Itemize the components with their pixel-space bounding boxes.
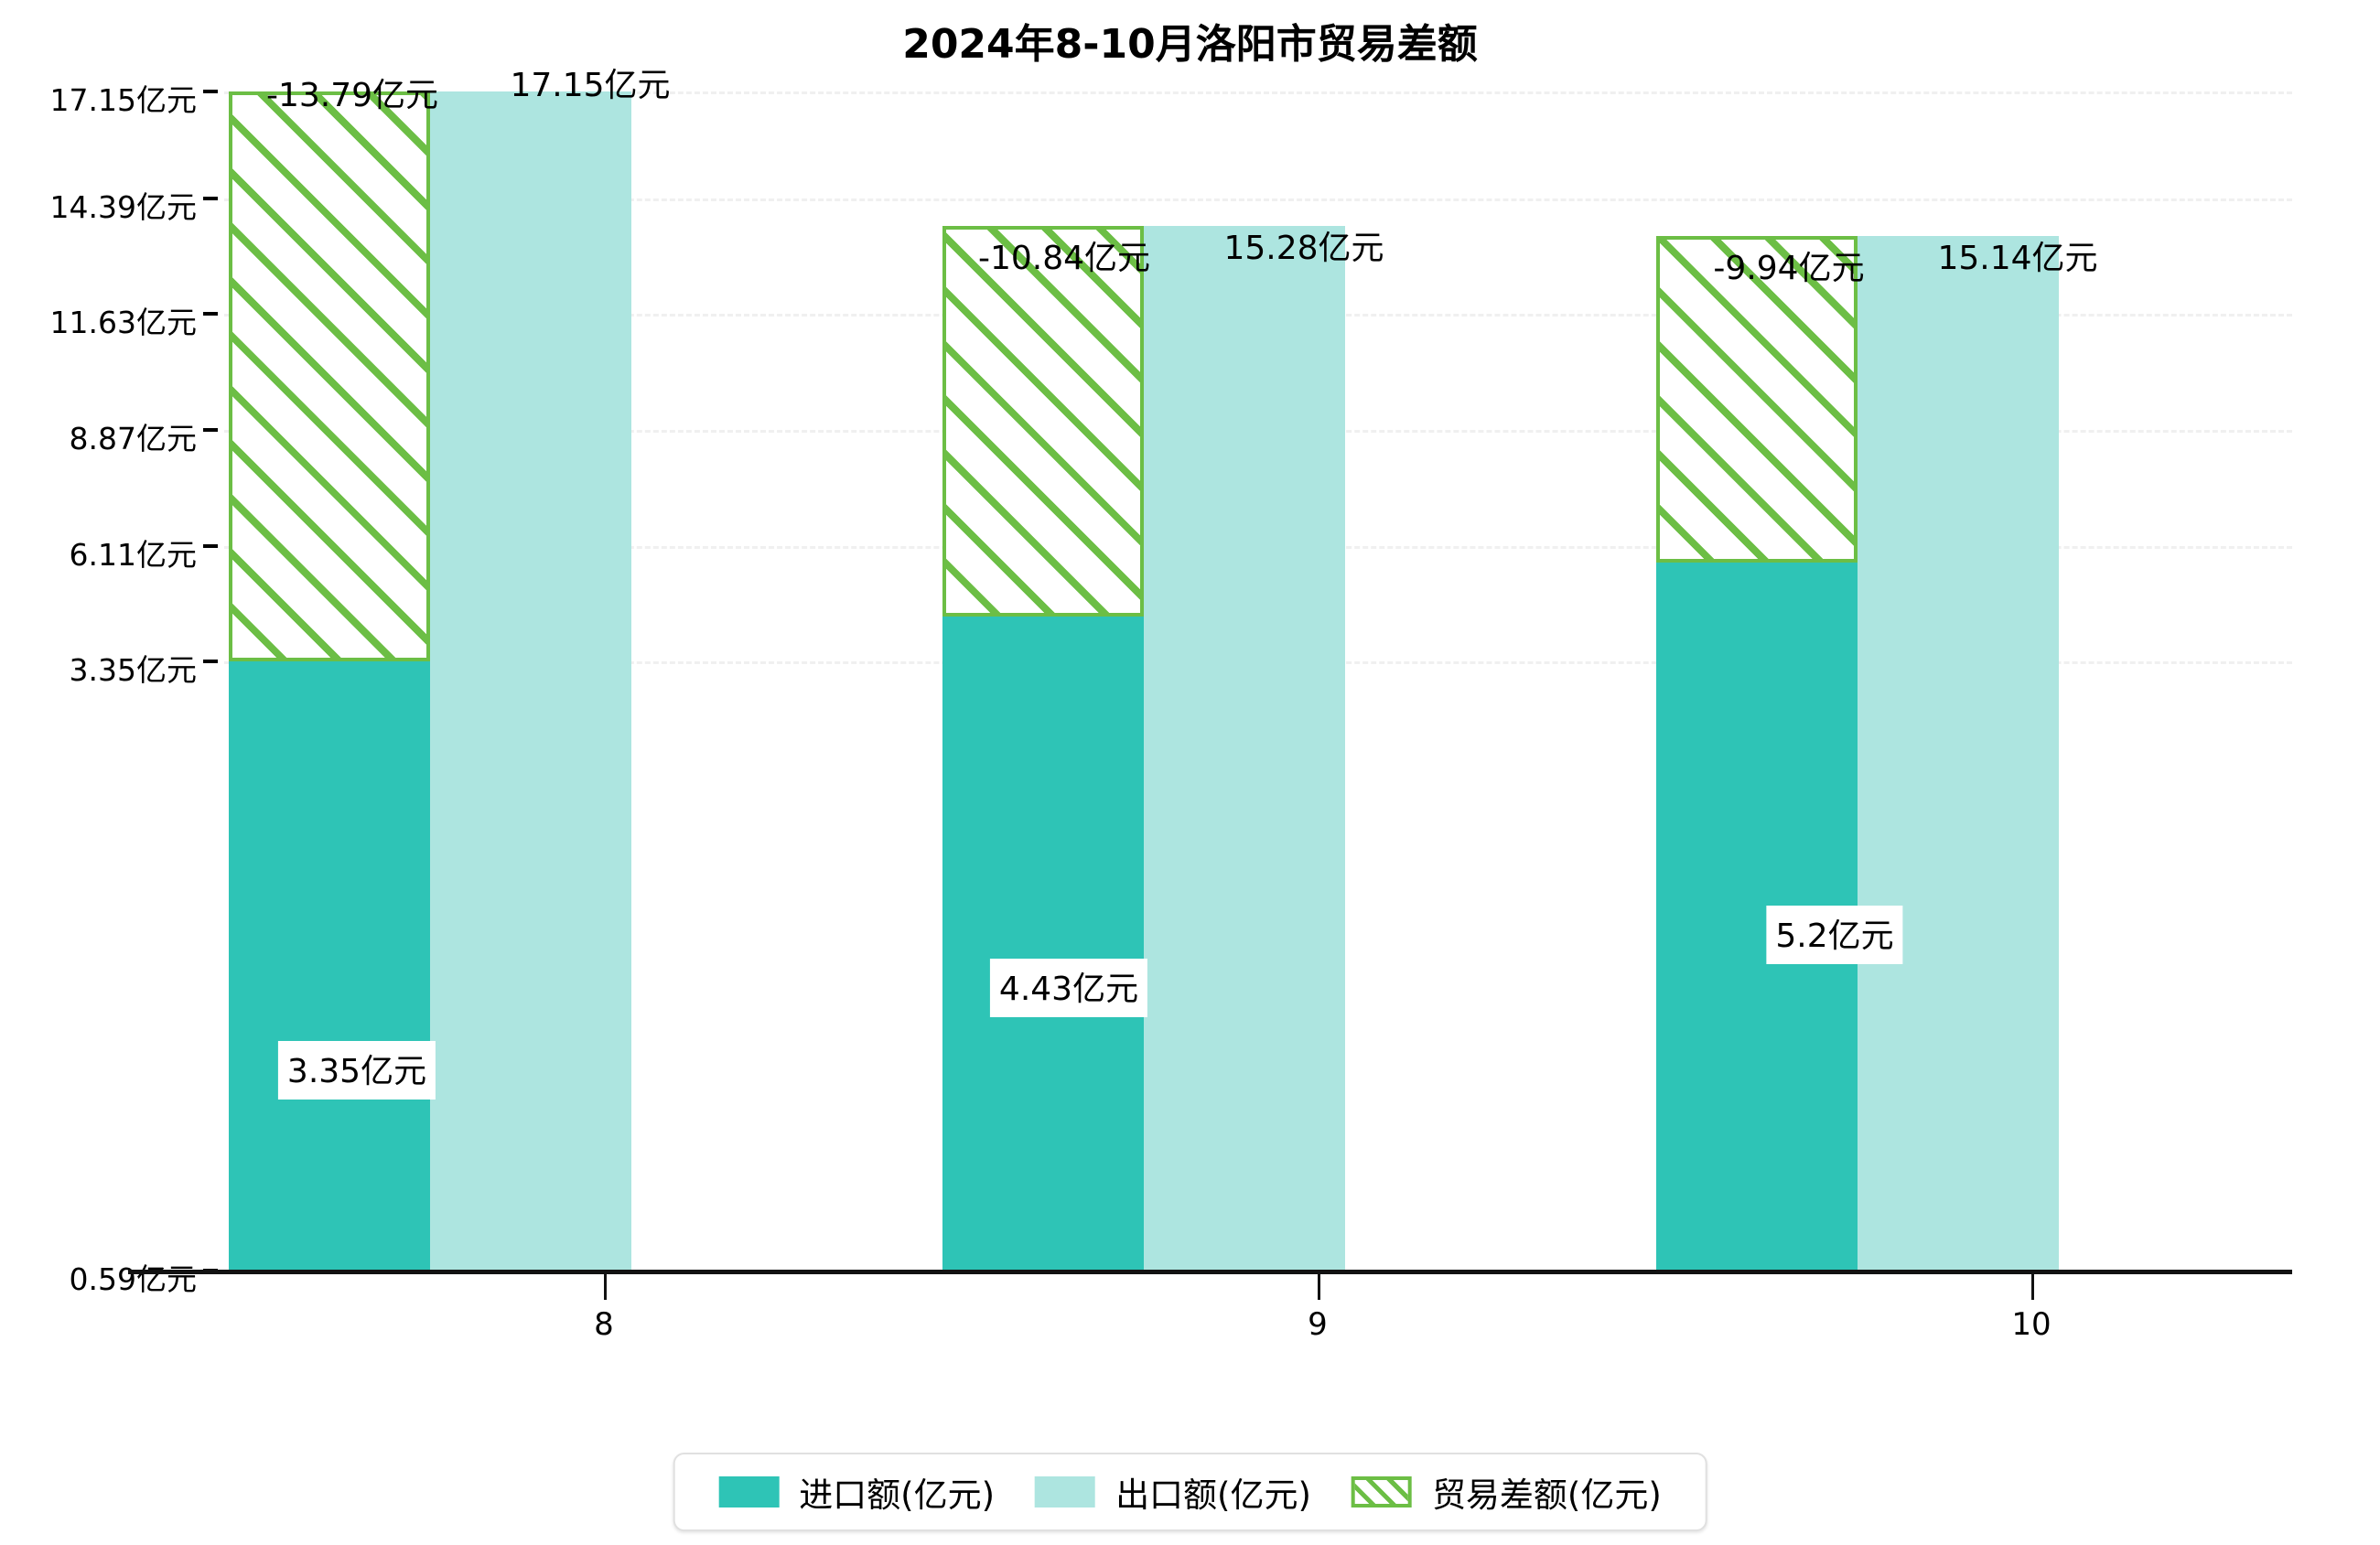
bar-export-9[interactable] <box>1144 226 1345 1271</box>
bar-import-8[interactable] <box>229 661 430 1271</box>
value-label-import-10: 5.2亿元 <box>1766 906 1903 964</box>
value-label-export-9: 15.28亿元 <box>1223 230 1384 267</box>
bar-diff-9[interactable] <box>942 226 1144 617</box>
gridline <box>224 198 2292 201</box>
legend-item-export[interactable]: 出口额(亿元) <box>1035 1467 1311 1517</box>
y-tick-label: 0.59亿元 <box>69 1261 197 1297</box>
chart-title: 2024年8-10月洛阳市贸易差额 <box>902 21 1478 68</box>
x-tick-mark <box>604 1274 607 1300</box>
value-label-import-8: 3.35亿元 <box>277 1041 436 1100</box>
y-tick-mark <box>203 197 218 200</box>
bar-diff-8[interactable] <box>229 91 430 661</box>
x-tick-label: 9 <box>1308 1306 1328 1343</box>
y-tick-mark <box>203 660 218 663</box>
legend-label-export: 出口额(亿元) <box>1115 1475 1311 1515</box>
x-tick-mark <box>2031 1274 2034 1300</box>
y-tick-label: 6.11亿元 <box>69 537 197 573</box>
bar-diff-10[interactable] <box>1656 236 1858 563</box>
value-label-diff-9: -10.84亿元 <box>977 240 1151 277</box>
y-tick-label: 8.87亿元 <box>69 421 197 456</box>
bar-import-9[interactable] <box>942 617 1144 1271</box>
legend-swatch-export-icon <box>1035 1476 1096 1507</box>
x-tick-label: 8 <box>594 1306 614 1343</box>
y-tick-label: 11.63亿元 <box>49 305 197 340</box>
value-label-import-9: 4.43亿元 <box>989 959 1148 1017</box>
legend-swatch-import-icon <box>718 1476 780 1507</box>
y-tick-mark <box>203 90 218 93</box>
bar-export-8[interactable] <box>430 91 631 1271</box>
gridline <box>224 91 2292 94</box>
legend-label-import: 进口额(亿元) <box>799 1475 996 1515</box>
value-label-export-10: 15.14亿元 <box>1937 240 2098 277</box>
y-tick-label: 17.15亿元 <box>49 82 197 118</box>
legend-label-diff: 贸易差额(亿元) <box>1431 1475 1662 1515</box>
legend-swatch-diff-icon <box>1351 1476 1412 1507</box>
plot-area <box>224 78 2292 1271</box>
x-tick-label: 10 <box>2011 1306 2052 1343</box>
bar-export-10[interactable] <box>1858 236 2059 1271</box>
legend-item-import[interactable]: 进口额(亿元) <box>718 1467 995 1517</box>
y-tick-mark <box>203 312 218 316</box>
value-label-export-8: 17.15亿元 <box>510 67 671 104</box>
y-tick-mark <box>203 428 218 432</box>
x-tick-mark <box>1318 1274 1320 1300</box>
chart-legend: 进口额(亿元) 出口额(亿元) 贸易差额(亿元) <box>673 1453 1707 1531</box>
value-label-diff-8: -13.79亿元 <box>265 77 439 114</box>
y-tick-label: 3.35亿元 <box>69 652 197 688</box>
value-label-diff-10: -9.94亿元 <box>1713 250 1865 287</box>
x-axis-line <box>128 1270 2292 1274</box>
y-tick-mark <box>203 544 218 548</box>
legend-item-diff[interactable]: 贸易差额(亿元) <box>1351 1467 1662 1517</box>
y-tick-label: 14.39亿元 <box>49 189 197 225</box>
